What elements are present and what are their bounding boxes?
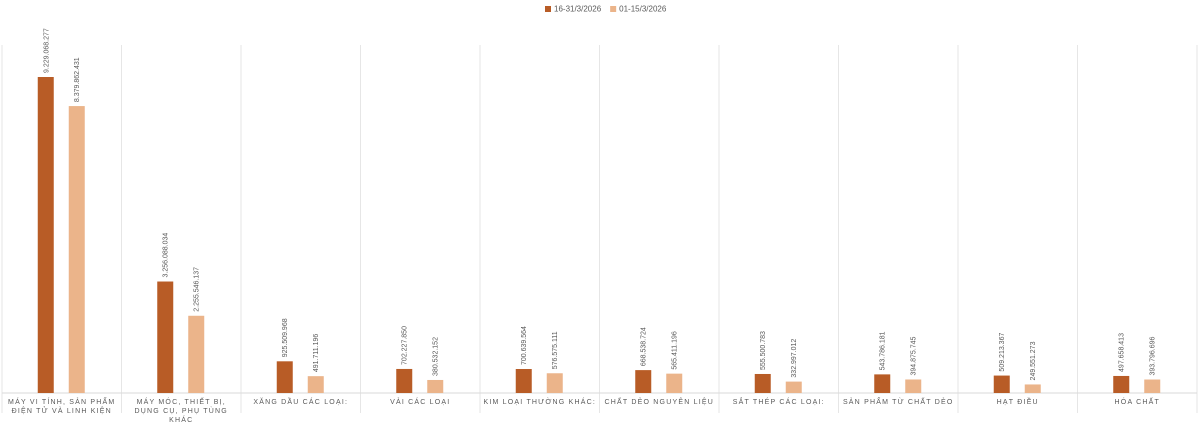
- bar: [396, 368, 413, 393]
- bar: [993, 375, 1010, 393]
- bar: [68, 106, 85, 393]
- x-tick-label: MÁY MÓC, THIẾT BỊ, DỤNG CỤ, PHỤ TÙNG KHÁ…: [134, 399, 228, 424]
- value-label: 497.658.413: [1119, 333, 1126, 372]
- bar: [307, 376, 324, 393]
- bar: [905, 379, 922, 393]
- value-label: 380.532.152: [433, 337, 440, 376]
- bar: [635, 370, 652, 393]
- x-tick-label: XĂNG DẦU CÁC LOẠI:: [253, 399, 349, 406]
- x-tick-label: HẠT ĐIỀU: [996, 399, 1039, 406]
- value-label: 3.256.088.034: [163, 233, 170, 278]
- x-tick-label: SẢN PHẨM TỪ CHẤT DẺO: [842, 399, 954, 406]
- value-label: 332.997.012: [791, 339, 798, 378]
- value-label: 393.796.696: [1150, 336, 1157, 375]
- value-label: 576.575.111: [552, 331, 559, 369]
- x-tick-label: MÁY VI TÍNH, SẢN PHẨM ĐIỆN TỬ VÀ LINH KI…: [8, 399, 116, 415]
- value-label: 925.509.968: [282, 318, 289, 357]
- x-tick-label: CHẤT DẺO NGUYÊN LIỆU: [604, 399, 714, 406]
- bar: [188, 315, 205, 393]
- value-label: 700.639.564: [521, 326, 528, 365]
- legend-swatch: [610, 6, 617, 12]
- bar: [37, 77, 54, 393]
- x-tick-label: SẮT THÉP CÁC LOẠI:: [732, 399, 825, 406]
- value-label: 249.551.273: [1030, 341, 1037, 380]
- x-tick-label: KIM LOẠI THƯỜNG KHÁC:: [483, 399, 596, 406]
- legend-swatch: [545, 6, 551, 12]
- bar: [157, 281, 174, 393]
- bar: [1113, 375, 1130, 393]
- value-label: 702.227.850: [402, 326, 409, 365]
- value-label: 394.875.745: [911, 336, 918, 375]
- value-label: 543.786.181: [880, 331, 887, 370]
- bar: [546, 373, 563, 393]
- bar: [754, 373, 771, 393]
- value-label: 555.500.783: [760, 331, 767, 370]
- value-label: 2.255.546.137: [194, 267, 201, 312]
- bar: [785, 381, 802, 393]
- legend-label: 01-15/3/2026: [619, 5, 667, 14]
- bar: [276, 361, 293, 393]
- value-label: 9.229.068.277: [43, 28, 50, 73]
- x-tick-label: HÓA CHẤT: [1114, 399, 1160, 406]
- legend-label: 16-31/3/2026: [554, 5, 602, 14]
- value-label: 668.538.724: [641, 327, 648, 366]
- x-tick-label: VẢI CÁC LOẠI: [390, 399, 451, 406]
- value-label: 491.711.196: [313, 334, 320, 373]
- bar: [666, 373, 683, 393]
- bar: [515, 369, 532, 393]
- bar: [427, 379, 444, 393]
- bar: [1024, 384, 1041, 393]
- value-label: 8.379.862.431: [74, 57, 81, 102]
- value-label: 565.411.196: [672, 331, 679, 370]
- value-label: 509.213.367: [999, 333, 1006, 372]
- bar: [874, 374, 891, 393]
- bar: [1144, 379, 1161, 393]
